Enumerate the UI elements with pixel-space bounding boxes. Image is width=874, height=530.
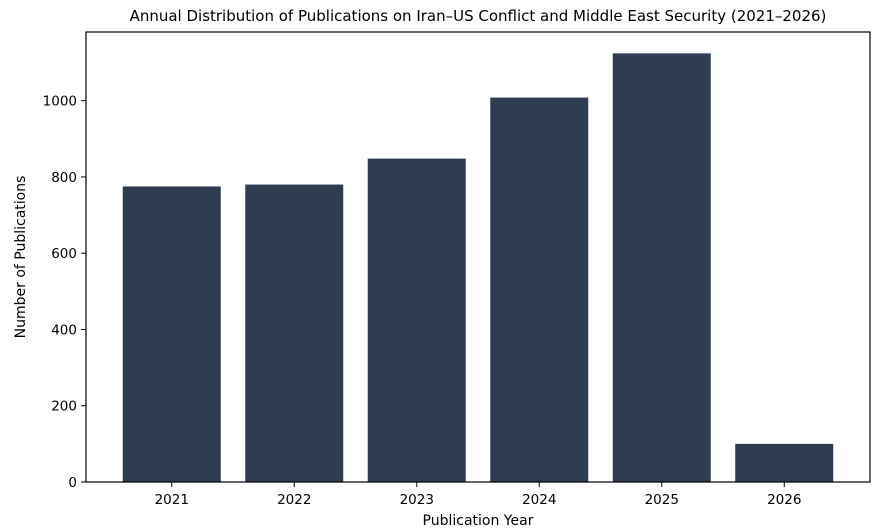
x-tick-label: 2022 bbox=[277, 492, 311, 508]
x-tick-label: 2023 bbox=[400, 492, 434, 508]
bar-2024 bbox=[490, 97, 589, 482]
x-tick-label: 2025 bbox=[645, 492, 679, 508]
bar-2022 bbox=[245, 184, 344, 483]
chart-title: Annual Distribution of Publications on I… bbox=[130, 7, 827, 25]
y-tick-label: 200 bbox=[51, 399, 77, 415]
x-tick-label: 2021 bbox=[155, 492, 189, 508]
y-tick-label: 1000 bbox=[43, 94, 77, 110]
x-axis: 2021 2022 2023 2024 2025 2026 bbox=[155, 482, 801, 508]
bar-2026 bbox=[735, 443, 834, 482]
bar-2023 bbox=[367, 158, 466, 483]
bars bbox=[122, 53, 834, 483]
x-axis-title: Publication Year bbox=[423, 513, 534, 529]
y-tick-label: 800 bbox=[51, 170, 77, 186]
y-tick-label: 600 bbox=[51, 246, 77, 262]
y-tick-label: 400 bbox=[51, 322, 77, 338]
y-axis-title: Number of Publications bbox=[13, 176, 29, 339]
y-axis: 0 200 400 600 800 1000 bbox=[43, 94, 86, 491]
bar-2021 bbox=[122, 186, 221, 482]
y-tick-label: 0 bbox=[68, 475, 77, 491]
x-tick-label: 2026 bbox=[767, 492, 801, 508]
axes-frame bbox=[85, 31, 871, 483]
x-tick-label: 2024 bbox=[522, 492, 556, 508]
bar-2025 bbox=[612, 53, 711, 483]
